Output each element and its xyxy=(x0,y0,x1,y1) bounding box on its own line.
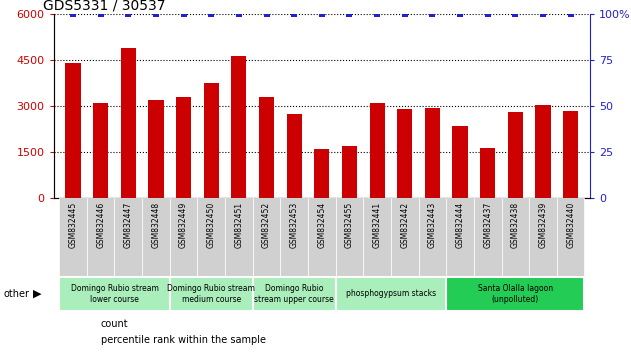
Point xyxy=(455,11,465,17)
FancyBboxPatch shape xyxy=(225,198,252,276)
FancyBboxPatch shape xyxy=(252,198,280,276)
Text: count: count xyxy=(101,319,129,329)
Text: GDS5331 / 30537: GDS5331 / 30537 xyxy=(43,0,165,13)
Text: GSM832454: GSM832454 xyxy=(317,202,326,249)
Point xyxy=(179,11,189,17)
FancyBboxPatch shape xyxy=(308,198,336,276)
Point xyxy=(261,11,271,17)
Text: GSM832443: GSM832443 xyxy=(428,202,437,249)
Point xyxy=(565,11,575,17)
Point xyxy=(206,11,216,17)
Bar xyxy=(232,56,247,198)
Point xyxy=(123,11,133,17)
Point xyxy=(234,11,244,17)
FancyBboxPatch shape xyxy=(502,198,529,276)
Bar xyxy=(480,148,495,198)
FancyBboxPatch shape xyxy=(557,198,584,276)
Text: GSM832455: GSM832455 xyxy=(345,202,354,249)
Bar xyxy=(121,48,136,198)
Text: Domingo Rubio stream
medium course: Domingo Rubio stream medium course xyxy=(167,284,255,303)
FancyBboxPatch shape xyxy=(59,198,87,276)
FancyBboxPatch shape xyxy=(446,277,584,311)
Text: GSM832438: GSM832438 xyxy=(511,202,520,248)
Point xyxy=(538,11,548,17)
Text: GSM832452: GSM832452 xyxy=(262,202,271,248)
FancyBboxPatch shape xyxy=(336,198,363,276)
FancyBboxPatch shape xyxy=(142,198,170,276)
Text: GSM832442: GSM832442 xyxy=(400,202,410,248)
Text: Santa Olalla lagoon
(unpolluted): Santa Olalla lagoon (unpolluted) xyxy=(478,284,553,303)
Point xyxy=(427,11,437,17)
Text: ▶: ▶ xyxy=(33,289,41,299)
Point xyxy=(483,11,493,17)
Bar xyxy=(286,114,302,198)
Text: GSM832446: GSM832446 xyxy=(96,202,105,249)
FancyBboxPatch shape xyxy=(474,198,502,276)
FancyBboxPatch shape xyxy=(446,198,474,276)
Text: Domingo Rubio
stream upper course: Domingo Rubio stream upper course xyxy=(254,284,334,303)
Bar xyxy=(397,109,412,198)
Bar xyxy=(452,126,468,198)
Point xyxy=(399,11,410,17)
Text: GSM832439: GSM832439 xyxy=(538,202,548,249)
Bar xyxy=(176,97,191,198)
Point xyxy=(372,11,382,17)
FancyBboxPatch shape xyxy=(59,277,170,311)
Point xyxy=(289,11,299,17)
Text: GSM832448: GSM832448 xyxy=(151,202,160,248)
FancyBboxPatch shape xyxy=(198,198,225,276)
Bar xyxy=(342,146,357,198)
Point xyxy=(345,11,355,17)
Bar xyxy=(535,105,551,198)
Text: other: other xyxy=(3,289,29,299)
Bar xyxy=(204,83,219,198)
FancyBboxPatch shape xyxy=(336,277,446,311)
Text: GSM832440: GSM832440 xyxy=(566,202,575,249)
Bar xyxy=(148,100,163,198)
FancyBboxPatch shape xyxy=(252,277,336,311)
Point xyxy=(510,11,521,17)
Text: phosphogypsum stacks: phosphogypsum stacks xyxy=(346,289,436,298)
FancyBboxPatch shape xyxy=(363,198,391,276)
FancyBboxPatch shape xyxy=(114,198,142,276)
Bar xyxy=(314,149,329,198)
Text: GSM832451: GSM832451 xyxy=(234,202,244,248)
Bar xyxy=(425,108,440,198)
FancyBboxPatch shape xyxy=(170,198,198,276)
FancyBboxPatch shape xyxy=(391,198,418,276)
Text: GSM832444: GSM832444 xyxy=(456,202,464,249)
Bar xyxy=(508,112,523,198)
Bar xyxy=(66,63,81,198)
Point xyxy=(95,11,105,17)
Bar xyxy=(370,103,385,198)
Text: GSM832449: GSM832449 xyxy=(179,202,188,249)
FancyBboxPatch shape xyxy=(418,198,446,276)
Bar xyxy=(93,103,109,198)
Point xyxy=(68,11,78,17)
Bar xyxy=(259,97,274,198)
Bar xyxy=(563,111,578,198)
Point xyxy=(317,11,327,17)
FancyBboxPatch shape xyxy=(170,277,252,311)
Point xyxy=(151,11,161,17)
Text: percentile rank within the sample: percentile rank within the sample xyxy=(101,335,266,345)
FancyBboxPatch shape xyxy=(87,198,114,276)
Text: GSM832453: GSM832453 xyxy=(290,202,298,249)
Text: GSM832441: GSM832441 xyxy=(372,202,382,248)
Text: GSM832447: GSM832447 xyxy=(124,202,133,249)
Text: GSM832450: GSM832450 xyxy=(207,202,216,249)
Text: Domingo Rubio stream
lower course: Domingo Rubio stream lower course xyxy=(71,284,158,303)
FancyBboxPatch shape xyxy=(529,198,557,276)
FancyBboxPatch shape xyxy=(280,198,308,276)
Text: GSM832437: GSM832437 xyxy=(483,202,492,249)
Text: GSM832445: GSM832445 xyxy=(69,202,78,249)
